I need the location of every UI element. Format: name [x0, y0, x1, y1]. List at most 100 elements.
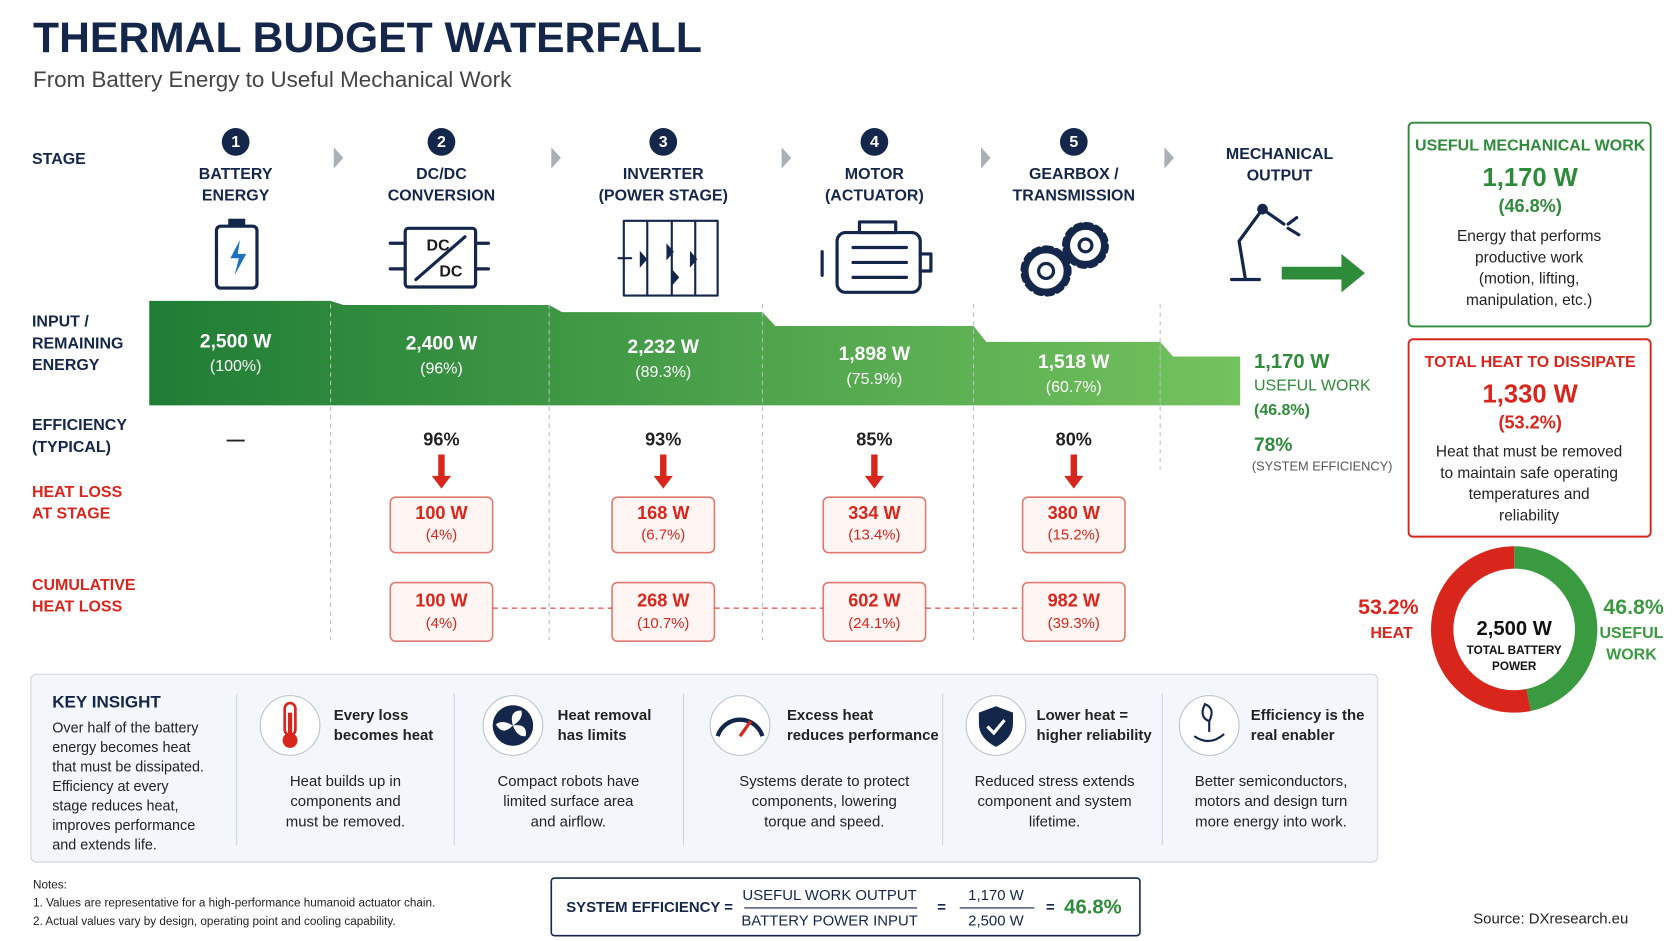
donut-segment: [1431, 546, 1531, 713]
energy-share: (60.7%): [1046, 379, 1102, 396]
insight-text: energy becomes heat: [52, 740, 190, 756]
heat-share-label: (15.2%): [1048, 527, 1100, 544]
row-label: HEAT LOSS: [32, 598, 123, 615]
cumulative-share-label: (24.1%): [848, 615, 900, 632]
stage-badge: [221, 128, 250, 156]
insight-item-text: Reduced stress extends: [975, 773, 1135, 790]
row-label: ENERGY: [32, 357, 100, 374]
efficiency-label: —: [227, 429, 246, 449]
heat-arrow: [1064, 454, 1084, 489]
stage-badge: [649, 128, 678, 156]
useful-box: [1407, 121, 1652, 328]
formula-equals: =: [937, 899, 946, 916]
donut-center-label: POWER: [1492, 660, 1537, 673]
heat-box: [1407, 338, 1652, 538]
formula-box: [550, 877, 1141, 937]
energy-share: (89.3%): [635, 364, 691, 381]
energy-label: 1,898 W: [839, 344, 911, 365]
insight-panel: [30, 673, 1379, 863]
box-text: to maintain safe operating: [1440, 465, 1618, 482]
row-label: REMAINING: [32, 335, 123, 352]
heat-share-label: (6.7%): [641, 527, 685, 544]
svg-text:DC: DC: [427, 238, 451, 255]
efficiency-label: 80%: [1056, 429, 1092, 449]
insight-item-text: lifetime.: [1029, 814, 1080, 831]
cumulative-label: 982 W: [1048, 591, 1101, 611]
stage-badge: [860, 128, 889, 156]
cumulative-label: 268 W: [637, 591, 690, 611]
box-share: (53.2%): [1498, 412, 1561, 432]
stage-number: 3: [659, 134, 668, 151]
formula-denominator: BATTERY POWER INPUT: [741, 913, 918, 930]
box-text: temperatures and: [1469, 486, 1590, 503]
box-title: TOTAL HEAT TO DISSIPATE: [1425, 354, 1636, 371]
heat-box: [611, 496, 716, 554]
cumulative-label: 602 W: [848, 591, 901, 611]
insight-item-text: and airflow.: [531, 814, 606, 831]
box-text: productive work: [1475, 249, 1583, 266]
insight-item-text: more energy into work.: [1195, 814, 1347, 831]
donut-name: WORK: [1606, 646, 1657, 663]
energy-share: (96%): [420, 360, 463, 377]
insight-text: stage reduces heat,: [52, 799, 178, 815]
energy-label: 2,500 W: [200, 332, 272, 353]
stage-name: GEARBOX /: [1029, 166, 1119, 183]
formula-denominator-value: 2,500 W: [968, 913, 1024, 930]
insight-item-title: real enabler: [1251, 727, 1335, 744]
insight-item-text: Compact robots have: [497, 773, 639, 790]
formula-label: SYSTEM EFFICIENCY =: [566, 899, 733, 916]
box-text: Heat that must be removed: [1436, 443, 1622, 460]
output-value: 1,170 W: [1254, 351, 1330, 373]
insight-text: Over half of the battery: [52, 720, 199, 736]
title: THERMAL BUDGET WATERFALL: [33, 14, 702, 62]
cumulative-share-label: (39.3%): [1048, 615, 1100, 632]
efficiency-label: 93%: [645, 429, 681, 449]
heat-box: [389, 496, 494, 554]
energy-bar: [549, 305, 763, 406]
heat-box: [822, 496, 927, 554]
energy-bar: [330, 300, 550, 406]
output-title: OUTPUT: [1247, 167, 1313, 184]
cumulative-share-label: (10.7%): [637, 615, 689, 632]
donut-segment: [1514, 546, 1598, 712]
svg-text:DC: DC: [439, 263, 463, 280]
subtitle: From Battery Energy to Useful Mechanical…: [33, 67, 512, 92]
stage-name: BATTERY: [199, 166, 273, 183]
insight-item-text: components, lowering: [752, 793, 897, 810]
insight-item-title: Lower heat =: [1036, 707, 1128, 724]
row-label: (TYPICAL): [32, 439, 111, 456]
cumulative-share-label: (4%): [426, 615, 458, 632]
insight-item-title: reduces performance: [787, 727, 939, 744]
icons: DC DC: [214, 147, 1365, 756]
heat-share-label: (13.4%): [848, 527, 900, 544]
row-label: STAGE: [32, 151, 86, 168]
stage-name: TRANSMISSION: [1013, 188, 1136, 205]
heat-arrow: [431, 454, 452, 489]
efficiency-label: 85%: [856, 429, 892, 449]
box-text: reliability: [1499, 507, 1559, 524]
insight-text: improves performance: [52, 818, 195, 834]
energy-label: 1,518 W: [1038, 352, 1110, 373]
efficiency-label: 96%: [423, 429, 459, 449]
row-label: EFFICIENCY: [32, 417, 127, 434]
cumulative-box: [1021, 581, 1126, 643]
insight-text: and extends life.: [52, 838, 157, 854]
energy-bar: [762, 312, 974, 406]
stage-number: 1: [231, 134, 240, 151]
note: 1. Values are representative for a high-…: [33, 897, 435, 910]
energy-label: 2,400 W: [406, 334, 478, 355]
energy-bar: [973, 326, 1161, 406]
insight-item-text: components and: [290, 793, 400, 810]
insight-item-text: torque and speed.: [764, 814, 884, 831]
notes-title: Notes:: [33, 879, 67, 892]
insight-text: Efficiency at every: [52, 779, 169, 795]
donut-name: USEFUL: [1600, 625, 1664, 642]
donut-label: 53.2%: [1358, 595, 1418, 619]
cumulative-box: [611, 581, 716, 643]
stage-number: 5: [1069, 134, 1078, 151]
insight-item-title: becomes heat: [334, 727, 434, 744]
heat-arrow: [653, 454, 673, 489]
heat-loss-label: 380 W: [1048, 503, 1101, 523]
output-title: MECHANICAL: [1226, 146, 1334, 163]
